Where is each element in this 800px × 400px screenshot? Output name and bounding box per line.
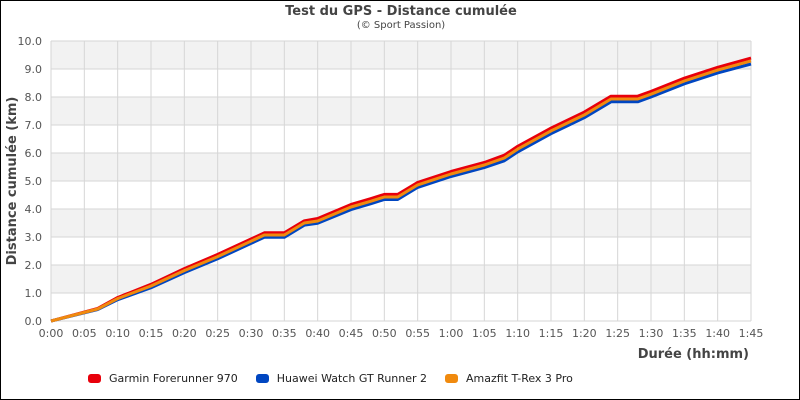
x-tick-label: 0:10	[105, 327, 130, 340]
y-tick-label: 4.0	[25, 203, 43, 216]
x-tick-label: 0:35	[272, 327, 297, 340]
grid-bands	[51, 41, 751, 293]
y-tick-label: 8.0	[25, 91, 43, 104]
legend-swatch-icon	[445, 374, 459, 383]
x-tick-label: 0:25	[205, 327, 230, 340]
x-tick-label: 1:30	[639, 327, 664, 340]
legend-swatch-icon	[88, 374, 101, 383]
y-tick-label: 10.0	[18, 35, 43, 48]
legend-swatch-icon	[255, 374, 269, 383]
x-tick-label: 0:30	[239, 327, 264, 340]
x-tick-label: 1:10	[505, 327, 530, 340]
legend-label: Amazfit T-Rex 3 Pro	[466, 372, 573, 385]
series-line	[50, 59, 752, 323]
x-tick-label: 0:45	[339, 327, 364, 340]
y-tick-label: 3.0	[25, 231, 43, 244]
x-tick-label: 1:15	[539, 327, 564, 340]
legend-item-huawei[interactable]: Huawei Watch GT Runner 2	[255, 372, 428, 385]
x-tick-label: 0:50	[372, 327, 397, 340]
x-axis-label: Durée (hh:mm)	[638, 347, 749, 362]
x-axis-ticks: 0:00 0:05 0:10 0:15 0:20 0:25 0:30 0:35 0:40 0:45…	[39, 327, 764, 340]
x-tick-label: 1:25	[605, 327, 630, 340]
legend-item-amazfit[interactable]: Amazfit T-Rex 3 Pro	[445, 372, 573, 385]
x-tick-label: 0:55	[405, 327, 430, 340]
legend-label: Garmin Forerunner 970	[109, 372, 238, 385]
x-tick-label: 0:40	[305, 327, 330, 340]
y-tick-label: 0.0	[25, 315, 43, 328]
y-tick-label: 9.0	[25, 63, 43, 76]
x-tick-label: 0:15	[139, 327, 164, 340]
chart-subtitle: (© Sport Passion)	[356, 20, 446, 31]
x-tick-label: 1:20	[572, 327, 597, 340]
x-tick-label: 0:05	[72, 327, 97, 340]
y-axis-label: Distance cumulée (km)	[5, 97, 20, 266]
series-line	[50, 56, 752, 323]
series-line	[50, 62, 752, 323]
y-tick-label: 2.0	[25, 259, 43, 272]
x-tick-label: 1:05	[472, 327, 497, 340]
x-tick-label: 1:35	[672, 327, 697, 340]
y-tick-label: 1.0	[25, 287, 43, 300]
x-tick-label: 1:45	[739, 327, 764, 340]
legend: Garmin Forerunner 970 Huawei Watch GT Ru…	[88, 372, 591, 385]
y-tick-label: 7.0	[25, 119, 43, 132]
y-tick-label: 5.0	[25, 175, 43, 188]
x-tick-label: 0:20	[172, 327, 197, 340]
y-tick-label: 6.0	[25, 147, 43, 160]
x-tick-label: 1:00	[439, 327, 464, 340]
plot-area: 0.01.02.03.04.05.06.07.08.09.010.0 0:00 0…	[5, 35, 764, 362]
legend-item-garmin[interactable]: Garmin Forerunner 970	[88, 372, 238, 385]
y-axis-ticks: 0.0 1.0 2.0 3.0 4.0 5.0 6.0 7.0 8.0 9.0 10.0	[18, 35, 43, 328]
legend-label: Huawei Watch GT Runner 2	[276, 372, 428, 385]
series-lines	[50, 56, 752, 323]
x-tick-label: 0:00	[39, 327, 64, 340]
x-tick-label: 1:40	[705, 327, 730, 340]
chart-title: Test du GPS - Distance cumulée	[285, 4, 517, 19]
